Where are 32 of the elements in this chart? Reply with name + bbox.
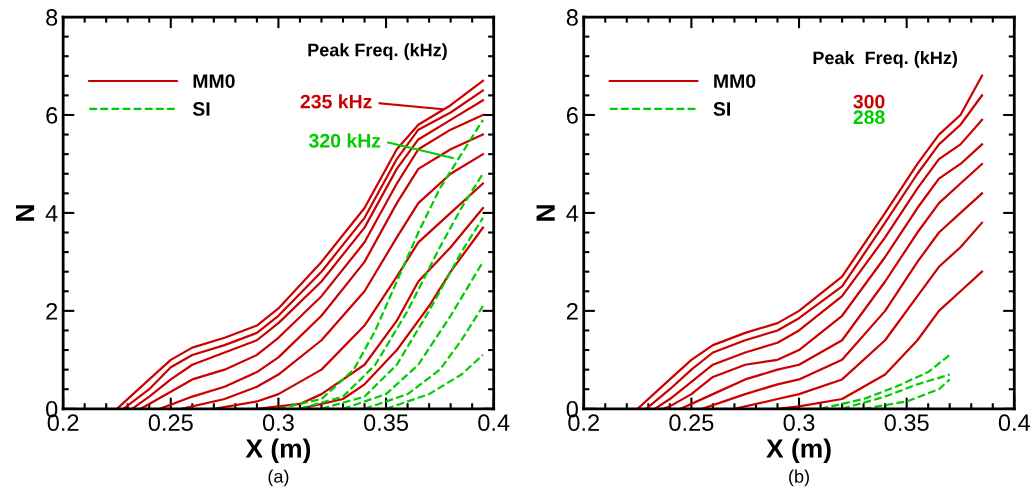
x-tick-label: 0.35 xyxy=(884,414,929,432)
x-tick-label: 0.25 xyxy=(148,414,193,432)
x-tick-label: 0.3 xyxy=(262,414,294,432)
x-tick-label: 0.25 xyxy=(669,414,714,432)
text: (b) xyxy=(789,469,809,487)
x-tick-label: 0.4 xyxy=(998,414,1031,432)
x-tick-label: 0.35 xyxy=(364,414,409,432)
annotation: Peak Freq. (kHz) xyxy=(308,43,447,60)
y-tick-label: 6 xyxy=(46,107,58,124)
y-tick-label: 8 xyxy=(566,9,578,26)
y-tick-label: 2 xyxy=(46,302,58,320)
y-tick-label: 4 xyxy=(566,205,579,222)
x-tick-label: 0.3 xyxy=(783,414,815,432)
annotation: 235 kHz xyxy=(300,94,372,109)
y-tick-label: 2 xyxy=(566,302,578,320)
x-tick-label: 0.4 xyxy=(478,414,510,432)
annotation: 320 kHz xyxy=(309,133,381,148)
y-axis-title: N xyxy=(536,205,555,221)
x-axis-title: X (m) xyxy=(245,438,311,464)
legend-label: MM0 xyxy=(714,74,756,88)
y-tick-label: 4 xyxy=(45,205,58,222)
annotation: Peak Freq. (kHz) xyxy=(813,50,957,68)
y-axis-title: N xyxy=(15,205,35,221)
y-tick-label: 8 xyxy=(46,9,58,26)
text: (a) xyxy=(268,469,289,487)
y-tick-label: 6 xyxy=(566,107,578,124)
legend-label: MM0 xyxy=(193,74,235,88)
annotation: 288 xyxy=(853,110,885,125)
legend-label: SI xyxy=(713,102,730,116)
legend-label: SI xyxy=(192,102,210,116)
annotation: 300 xyxy=(853,94,885,109)
x-axis-title: X (m) xyxy=(766,438,831,464)
